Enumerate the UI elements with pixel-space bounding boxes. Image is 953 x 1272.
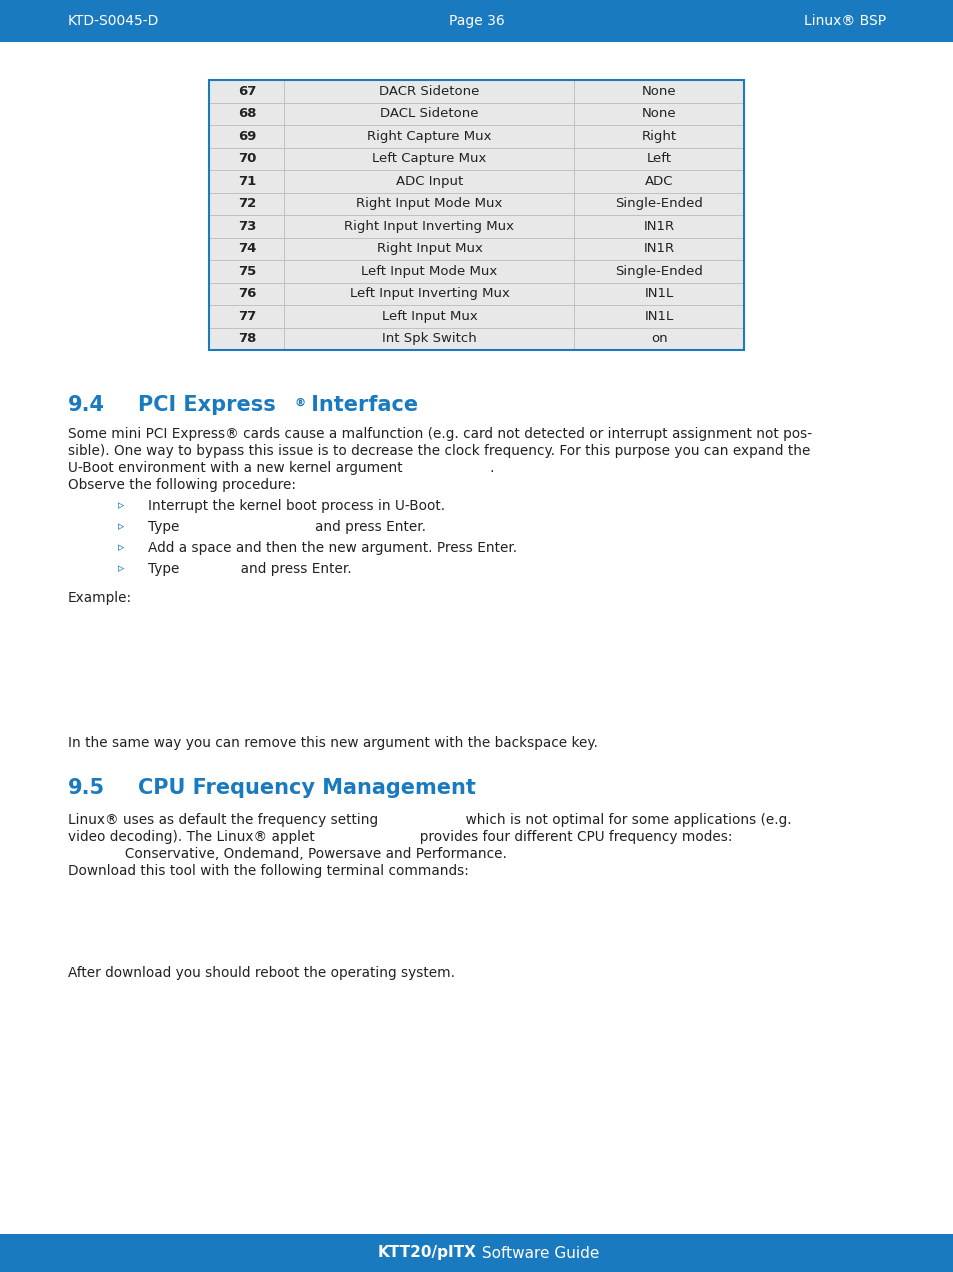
Text: 67: 67 [237,85,256,98]
Text: Type              and press Enter.: Type and press Enter. [148,562,352,576]
Text: DACR Sidetone: DACR Sidetone [379,85,479,98]
Text: Some mini PCI Express® cards cause a malfunction (e.g. card not detected or inte: Some mini PCI Express® cards cause a mal… [68,427,811,441]
Text: IN1L: IN1L [644,310,674,323]
Text: Interface: Interface [304,396,417,415]
Text: In the same way you can remove this new argument with the backspace key.: In the same way you can remove this new … [68,736,598,750]
Bar [210,305,743,327]
Text: U-Boot environment with a new kernel argument                    .: U-Boot environment with a new kernel arg… [68,460,494,474]
Text: Type                               and press Enter.: Type and press Enter. [148,520,426,534]
Text: Left Capture Mux: Left Capture Mux [372,153,486,165]
Text: Interrupt the kernel boot process in U-Boot.: Interrupt the kernel boot process in U-B… [148,499,445,513]
Text: Add a space and then the new argument. Press Enter.: Add a space and then the new argument. P… [148,541,517,555]
Text: 68: 68 [237,107,256,121]
Text: KTD-S0045-D: KTD-S0045-D [68,14,159,28]
Text: Observe the following procedure:: Observe the following procedure: [68,478,295,492]
Text: Left Input Inverting Mux: Left Input Inverting Mux [349,287,509,300]
Bar [210,327,743,350]
Bar [0,1234,953,1272]
Text: PCI Express: PCI Express [138,396,275,415]
Text: Download this tool with the following terminal commands:: Download this tool with the following te… [68,864,468,878]
Text: video decoding). The Linux® applet                        provides four differen: video decoding). The Linux® applet provi… [68,831,732,845]
Bar [210,170,743,192]
Text: 72: 72 [237,197,255,210]
Bar [210,80,743,350]
Text: Single-Ended: Single-Ended [615,197,702,210]
Text: Linux® uses as default the frequency setting                    which is not opt: Linux® uses as default the frequency set… [68,813,791,827]
Text: sible). One way to bypass this issue is to decrease the clock frequency. For thi: sible). One way to bypass this issue is … [68,444,809,458]
Text: 71: 71 [237,174,255,188]
Bar [210,125,743,148]
Text: Example:: Example: [68,591,132,605]
Text: Int Spk Switch: Int Spk Switch [382,332,476,345]
Text: IN1L: IN1L [644,287,674,300]
Text: Right Input Mode Mux: Right Input Mode Mux [355,197,502,210]
Text: Right Input Inverting Mux: Right Input Inverting Mux [344,220,514,233]
Text: Linux® BSP: Linux® BSP [803,14,885,28]
Text: After download you should reboot the operating system.: After download you should reboot the ope… [68,965,455,979]
Text: 9.5: 9.5 [68,778,105,798]
Text: 9.4: 9.4 [68,396,105,415]
Text: Left Input Mux: Left Input Mux [381,310,476,323]
Text: ADC Input: ADC Input [395,174,462,188]
Text: Page 36: Page 36 [449,14,504,28]
Bar [0,0,953,42]
Text: 69: 69 [237,130,256,142]
Bar [210,80,743,103]
Text: ▹: ▹ [118,541,124,555]
Text: Right Capture Mux: Right Capture Mux [367,130,491,142]
Bar [210,259,743,282]
Bar [210,238,743,259]
Text: 70: 70 [237,153,256,165]
Text: Single-Ended: Single-Ended [615,265,702,277]
Text: None: None [641,107,676,121]
Text: Software Guide: Software Guide [476,1245,598,1261]
Text: ®: ® [294,398,306,408]
Text: 73: 73 [237,220,256,233]
Text: 78: 78 [237,332,256,345]
Text: IN1R: IN1R [643,220,675,233]
Text: on: on [651,332,667,345]
Text: 75: 75 [237,265,255,277]
Bar [210,215,743,238]
Text: KTT20/pITX: KTT20/pITX [377,1245,476,1261]
Text: DACL Sidetone: DACL Sidetone [380,107,478,121]
Text: ▹: ▹ [118,520,124,533]
Bar [210,282,743,305]
Text: IN1R: IN1R [643,242,675,256]
Text: ▹: ▹ [118,562,124,575]
Bar [210,103,743,125]
Text: 74: 74 [237,242,256,256]
Text: 76: 76 [237,287,256,300]
Bar [210,148,743,170]
Text: ▹: ▹ [118,499,124,513]
Text: Left Input Mode Mux: Left Input Mode Mux [361,265,497,277]
Text: Conservative, Ondemand, Powersave and Performance.: Conservative, Ondemand, Powersave and Pe… [68,847,506,861]
Text: Right: Right [641,130,677,142]
Text: Right Input Mux: Right Input Mux [376,242,482,256]
Bar [210,192,743,215]
Text: CPU Frequency Management: CPU Frequency Management [138,778,476,798]
Text: None: None [641,85,676,98]
Text: ADC: ADC [644,174,673,188]
Text: 77: 77 [237,310,255,323]
Text: Left: Left [646,153,671,165]
